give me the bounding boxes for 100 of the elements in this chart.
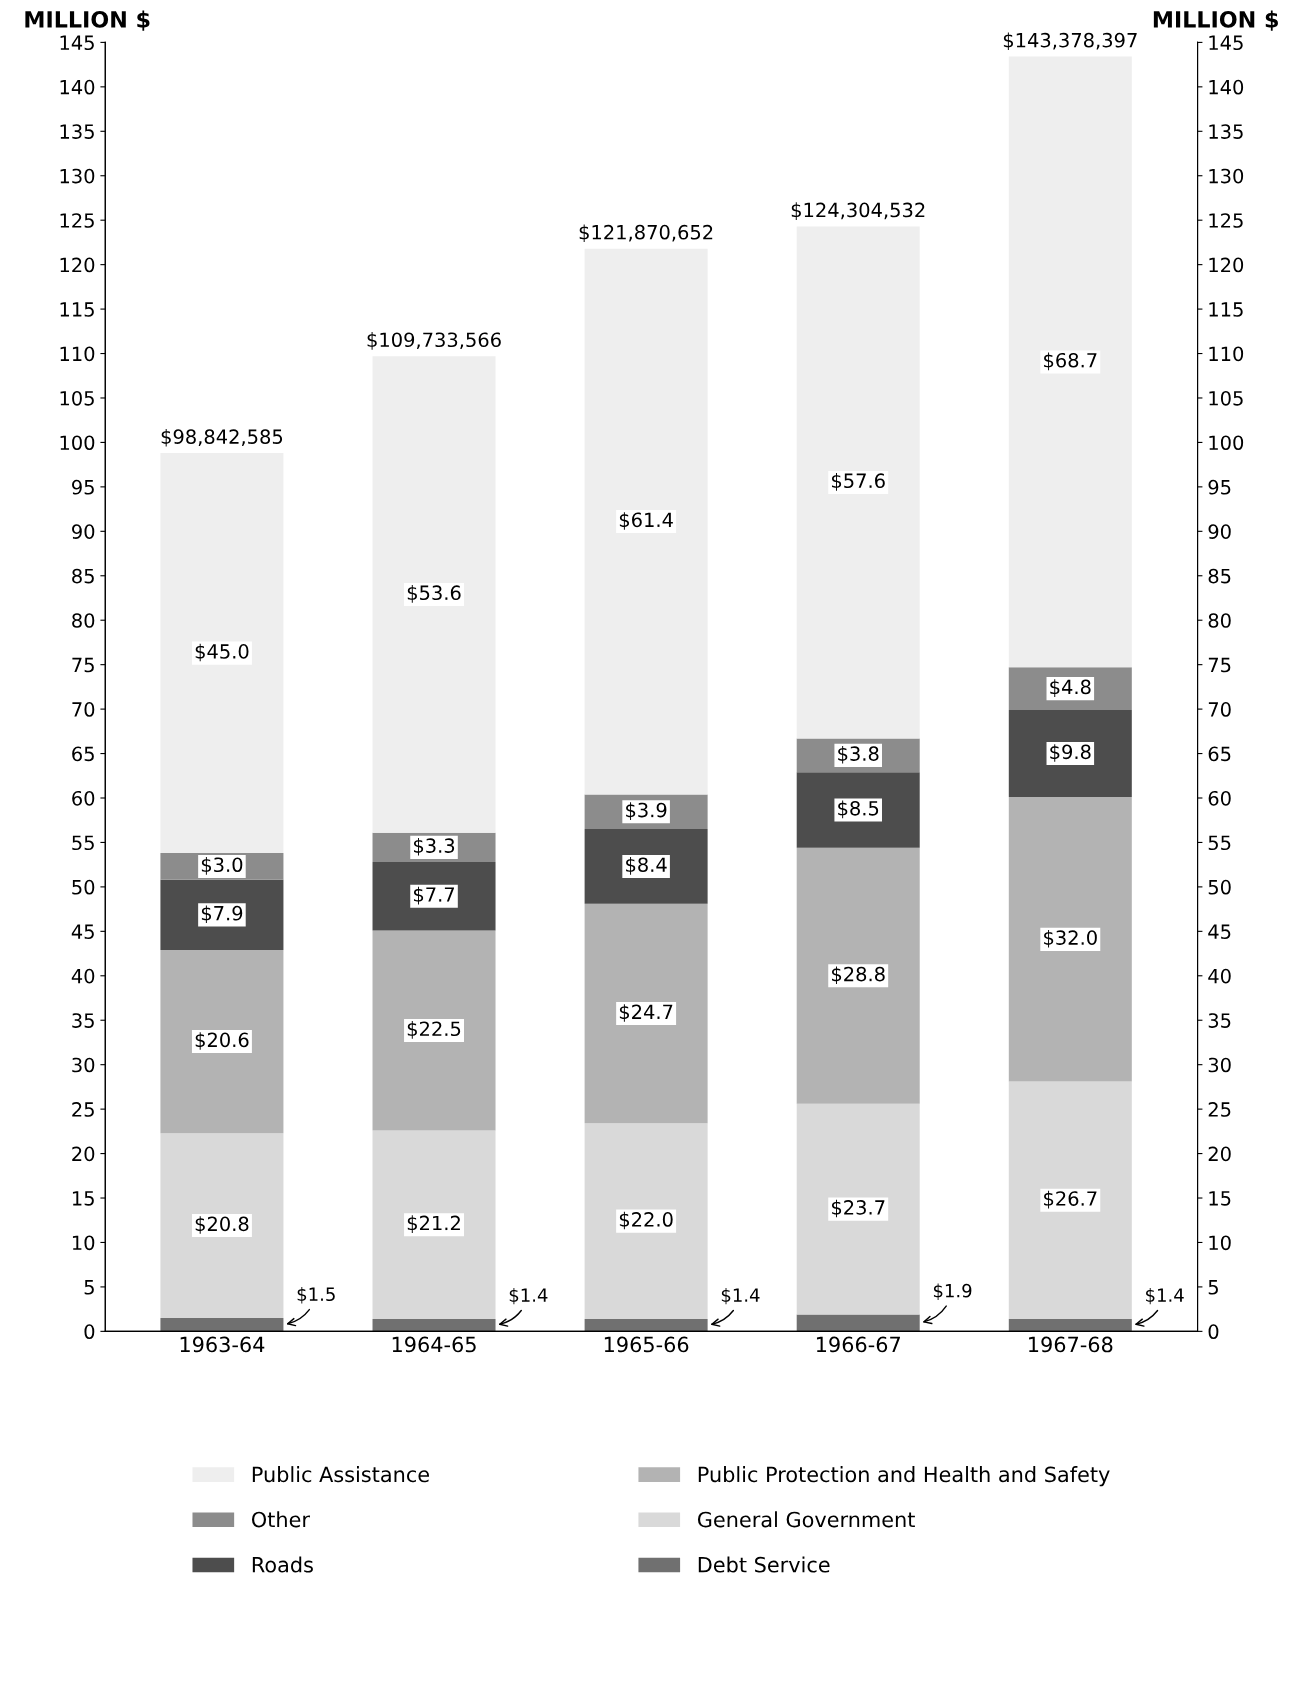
bar (160, 879, 284, 951)
data-label: $26.7 (1044, 1190, 1097, 1209)
data-label: $4.8 (1050, 679, 1091, 697)
bar (1008, 797, 1132, 1082)
bar (796, 772, 920, 848)
data-label: $45.0 (195, 643, 249, 662)
y2-tick-label: 115 (1209, 302, 1243, 317)
bar (160, 453, 284, 854)
legend-label: General Government (697, 1511, 915, 1528)
x-tick-label: 1967-68 (1029, 1336, 1113, 1353)
data-label: $3.8 (838, 745, 879, 764)
bar (796, 1314, 920, 1332)
y2-tick-label: 85 (1208, 568, 1231, 584)
bar (372, 862, 496, 931)
data-label: $24.7 (619, 1004, 673, 1022)
bar (584, 903, 708, 1124)
bar (160, 950, 284, 1134)
legend-label: Public Assistance (252, 1466, 429, 1483)
y-tick-label: 125 (60, 213, 94, 228)
y2-tick-label: 65 (1208, 746, 1231, 762)
y-tick-label: 70 (72, 702, 95, 717)
y-tick-label: 65 (72, 746, 94, 762)
y2-tick-label: 105 (1209, 390, 1243, 406)
data-label: $8.4 (626, 857, 667, 875)
y-tick-label: 30 (72, 1057, 95, 1073)
y-tick-label: 75 (72, 657, 94, 673)
y-tick-label: 140 (60, 79, 95, 95)
y2-tick-label: 145 (1209, 35, 1243, 51)
data-label: $8.5 (838, 800, 879, 819)
y-tick-label: 50 (72, 879, 95, 895)
y-tick-label: 60 (72, 790, 95, 806)
data-label: $20.6 (195, 1032, 249, 1050)
y-tick-label: 5 (84, 1280, 94, 1295)
bar (1008, 56, 1132, 668)
bar (796, 847, 920, 1104)
y-tick-label: 100 (60, 435, 95, 451)
y2-tick-label: 25 (1208, 1102, 1231, 1117)
y2-tick-label: 110 (1209, 346, 1244, 362)
y2-tick-label: 70 (1208, 702, 1231, 717)
y-tick-label: 40 (71, 968, 95, 984)
y2-tick-label: 80 (1208, 613, 1231, 628)
y-tick-label: 110 (60, 346, 95, 362)
y-tick-label: 15 (72, 1191, 94, 1206)
bar (160, 1133, 284, 1319)
data-label: $3.0 (201, 857, 243, 875)
y-tick-label: 115 (60, 302, 94, 317)
legend-label: Roads (252, 1556, 313, 1573)
data-label: $20.8 (195, 1216, 249, 1234)
y-tick-label: 90 (72, 524, 95, 539)
bar (372, 1318, 496, 1332)
bar (796, 226, 920, 739)
data-label: $68.7 (1044, 352, 1097, 371)
y-tick-label: 135 (60, 124, 94, 139)
y2-tick-label: 45 (1208, 924, 1231, 939)
y-tick-label: 80 (72, 613, 95, 628)
bar (1008, 1318, 1132, 1332)
bar (372, 356, 496, 833)
y-tick-label: 25 (72, 1102, 94, 1117)
y2-tick-label: 140 (1209, 79, 1244, 95)
bar (160, 1318, 284, 1332)
annotation: $124,304,532 (791, 202, 925, 220)
y-tick-label: 0 (84, 1324, 95, 1340)
annotation: $121,870,652 (579, 224, 713, 243)
y-tick-label: 120 (60, 257, 95, 273)
bar (372, 1130, 496, 1319)
y2-tick-label: 35 (1208, 1013, 1231, 1028)
data-label: $61.4 (619, 512, 673, 530)
y-tick-label: 35 (72, 1013, 94, 1028)
y-tick-label: 45 (71, 924, 94, 939)
data-label: $1.4 (721, 1287, 760, 1305)
y-tick-label: 105 (60, 390, 94, 406)
y2-tick-label: 100 (1209, 435, 1244, 451)
data-label: $32.0 (1044, 929, 1097, 948)
y-tick-label: 130 (60, 168, 95, 184)
bar (584, 248, 708, 795)
data-label: $28.8 (831, 966, 885, 985)
bar (1008, 1081, 1132, 1319)
y2-tick-label: 125 (1209, 213, 1243, 228)
legend-label: Other (251, 1511, 310, 1528)
annotation: $143,378,397 (1003, 32, 1137, 51)
y2-tick-label: 75 (1208, 657, 1231, 673)
y2-tick-label: 130 (1209, 168, 1244, 184)
x-tick-label: 1964-65 (392, 1336, 476, 1353)
data-label: $1.4 (509, 1287, 548, 1305)
y2-tick-label: 55 (1208, 835, 1231, 851)
data-label: $1.9 (933, 1283, 972, 1300)
data-label: $7.7 (413, 886, 455, 905)
data-label: $1.4 (1146, 1287, 1184, 1305)
y2-tick-label: 60 (1208, 790, 1231, 806)
y-tick-label: 95 (72, 479, 94, 495)
bar (1008, 709, 1132, 798)
y2-tick-label: 90 (1208, 524, 1231, 539)
x-tick-label: 1965-66 (604, 1336, 689, 1353)
y2-tick-label: 10 (1209, 1235, 1231, 1251)
y2-tick-label: 30 (1208, 1057, 1231, 1073)
y2-tick-label: 120 (1209, 257, 1244, 273)
y2-tick-label: 95 (1208, 479, 1231, 495)
y-tick-label: 10 (72, 1235, 95, 1251)
y-tick-label: 145 (60, 35, 94, 51)
legend-label: Debt Service (698, 1556, 830, 1573)
